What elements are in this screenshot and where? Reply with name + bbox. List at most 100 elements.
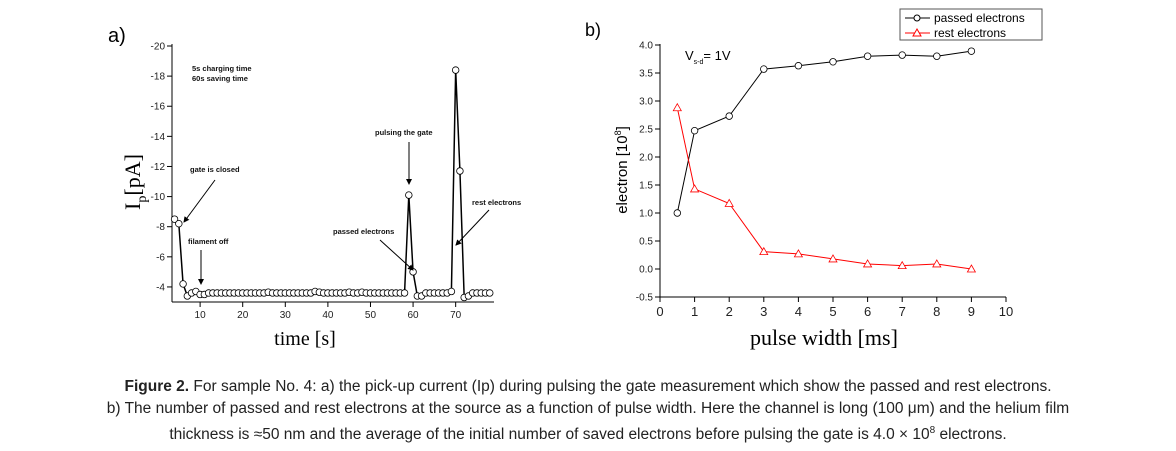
data-point — [759, 246, 769, 256]
data-point — [897, 260, 907, 270]
vsd-annotation: Vs-d= 1V — [685, 48, 731, 66]
annotation-pulsing-gate: pulsing the gate — [375, 128, 433, 137]
y-tick-label: -0.5 — [636, 293, 654, 304]
x-tick-label: 60 — [408, 310, 420, 321]
y-tick-label: 0.5 — [639, 237, 653, 248]
caption-sup: 8 — [929, 425, 936, 436]
data-point — [689, 184, 700, 193]
data-point — [724, 198, 734, 207]
data-point — [862, 259, 873, 268]
caption-label: Figure 2. — [124, 378, 190, 395]
y-tick-label: -12 — [151, 162, 166, 173]
y-tick-label: 3.5 — [639, 69, 653, 80]
x-tick-label: 70 — [450, 310, 462, 321]
y-tick-label: 4.0 — [639, 41, 653, 52]
series-line-Ip — [174, 70, 490, 299]
annotation-gate-closed: gate is closed — [190, 165, 240, 174]
x-tick-label: 8 — [933, 304, 940, 319]
x-tick-label: 4 — [795, 304, 802, 319]
panel-b-x-label: pulse width [ms] — [750, 325, 898, 350]
data-point — [932, 259, 942, 268]
y-tick-label: 3.0 — [639, 97, 653, 108]
legend-marker — [913, 14, 921, 22]
x-tick-label: 6 — [864, 304, 871, 319]
caption-line-1: For sample No. 4: a) the pick-up current… — [189, 378, 1052, 395]
y-tick-label: -8 — [156, 222, 165, 233]
annotation-charging-time: 5s charging time — [192, 64, 252, 73]
data-point — [690, 126, 699, 135]
svg-text:electron [108]: electron [108] — [613, 126, 631, 214]
annotation-filament-off: filament off — [188, 237, 229, 246]
series-line-rest-electrons — [676, 107, 972, 270]
annotation-rest-electrons: rest electrons — [472, 198, 521, 207]
arrow-gate-closed — [183, 179, 216, 223]
y-tick-label: -10 — [151, 192, 166, 203]
panel-a-label: a) — [108, 25, 126, 47]
x-tick-label: 7 — [899, 304, 906, 319]
panel-b: b) pulse width [ms] electron [108] Vs-d=… — [585, 8, 1043, 350]
x-tick-label: 10 — [999, 304, 1013, 319]
y-tick-label: -14 — [151, 132, 166, 143]
data-point — [933, 52, 941, 60]
data-point — [760, 65, 768, 73]
annotation-passed-electrons: passed electrons — [333, 227, 394, 236]
data-point — [967, 47, 976, 55]
y-tick-label: -16 — [151, 102, 166, 113]
x-tick-label: 1 — [691, 304, 698, 319]
x-tick-label: 2 — [726, 304, 733, 319]
caption-line-3: thickness is ≈50 nm and the average of t… — [169, 426, 930, 444]
data-point — [400, 289, 409, 297]
data-point — [447, 287, 456, 296]
series-line-passed-electrons — [676, 50, 972, 214]
data-point — [966, 264, 977, 273]
x-tick-label: 5 — [829, 304, 836, 319]
x-tick-label: 50 — [365, 310, 377, 321]
data-point — [405, 191, 413, 199]
data-point — [829, 58, 837, 66]
y-tick-label: -4 — [156, 282, 165, 293]
arrow-passed-electrons — [379, 239, 414, 271]
x-tick-label: 40 — [322, 310, 334, 321]
data-point — [175, 219, 183, 228]
y-tick-label: 0.0 — [639, 265, 653, 276]
data-point — [898, 51, 906, 59]
data-point — [828, 254, 838, 263]
x-tick-label: 20 — [237, 310, 249, 321]
y-tick-label: 2.0 — [639, 153, 653, 164]
data-point — [863, 52, 872, 60]
x-tick-label: 3 — [760, 304, 767, 319]
panel-a-y-label: Ip[pA] — [120, 154, 150, 210]
data-point — [486, 289, 494, 297]
data-point — [451, 66, 460, 74]
annotation-saving-time: 60s saving time — [192, 74, 248, 83]
arrow-rest-electrons — [455, 209, 490, 246]
legend-marker — [912, 27, 922, 37]
data-point — [672, 102, 682, 112]
panel-b-y-label: electron [108] — [613, 126, 631, 214]
data-point — [170, 215, 179, 223]
legend-label: passed electrons — [934, 11, 1025, 25]
x-tick-label: 0 — [656, 304, 663, 319]
y-tick-label: 1.5 — [639, 181, 653, 192]
x-tick-label: 9 — [968, 304, 975, 319]
data-point — [673, 209, 681, 217]
y-tick-label: 1.0 — [639, 209, 653, 220]
svg-text:Ip[pA]: Ip[pA] — [120, 154, 150, 210]
y-tick-label: -18 — [151, 72, 166, 83]
legend-label: rest electrons — [934, 26, 1006, 40]
panel-a: a) time [s] Ip[pA] 10 20 30 40 50 60 70 -4 -6 -8 -… — [108, 25, 521, 350]
data-point — [725, 112, 733, 120]
data-point — [794, 62, 803, 70]
panel-b-label: b) — [585, 20, 601, 40]
x-tick-label: 10 — [195, 310, 207, 321]
x-tick-label: 30 — [280, 310, 292, 321]
panel-a-x-label: time [s] — [274, 328, 336, 350]
data-point — [179, 280, 187, 288]
data-point — [793, 249, 804, 258]
y-tick-label: -20 — [151, 42, 166, 53]
y-tick-label: -6 — [156, 252, 165, 263]
figure-caption: Figure 2. For sample No. 4: a) the pick-… — [0, 376, 1176, 446]
caption-line-3-end: electrons. — [935, 426, 1007, 444]
